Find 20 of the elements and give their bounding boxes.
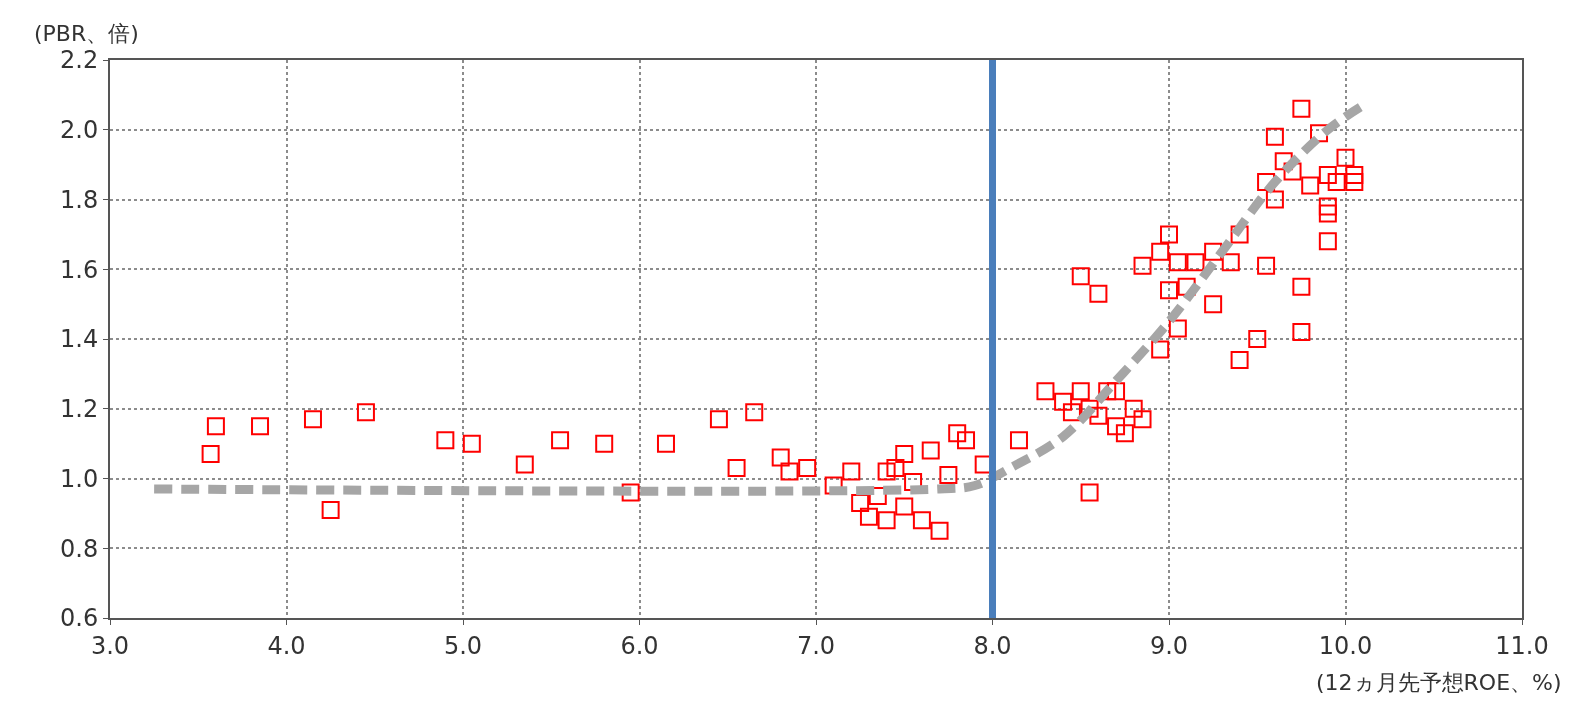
y-tick-label: 1.4 (60, 325, 99, 354)
x-tick-label: 9.0 (1149, 631, 1189, 660)
x-tick-label: 4.0 (267, 631, 306, 660)
x-tick-label: 7.0 (796, 631, 836, 660)
x-axis-title: (12ヵ月先予想ROE、%) (1316, 670, 1562, 695)
y-tick-label: 0.6 (60, 604, 99, 633)
x-tick-label: 11.0 (1495, 631, 1549, 660)
y-tick-label: 1.6 (60, 255, 99, 284)
y-tick-label: 2.0 (60, 116, 99, 145)
x-tick-label: 6.0 (620, 631, 659, 660)
x-tick-label: 10.0 (1318, 631, 1373, 660)
x-tick-label: 3.0 (90, 631, 130, 660)
x-tick-label: 5.0 (443, 631, 483, 660)
y-tick-label: 1.8 (60, 185, 99, 214)
y-axis-title: (PBR、倍) (34, 21, 139, 46)
y-tick-label: 2.2 (60, 46, 99, 75)
x-tick-label: 8.0 (973, 631, 1012, 660)
y-tick-label: 0.8 (60, 534, 99, 563)
y-tick-label: 1.0 (60, 464, 99, 493)
y-tick-label: 1.2 (60, 395, 99, 424)
